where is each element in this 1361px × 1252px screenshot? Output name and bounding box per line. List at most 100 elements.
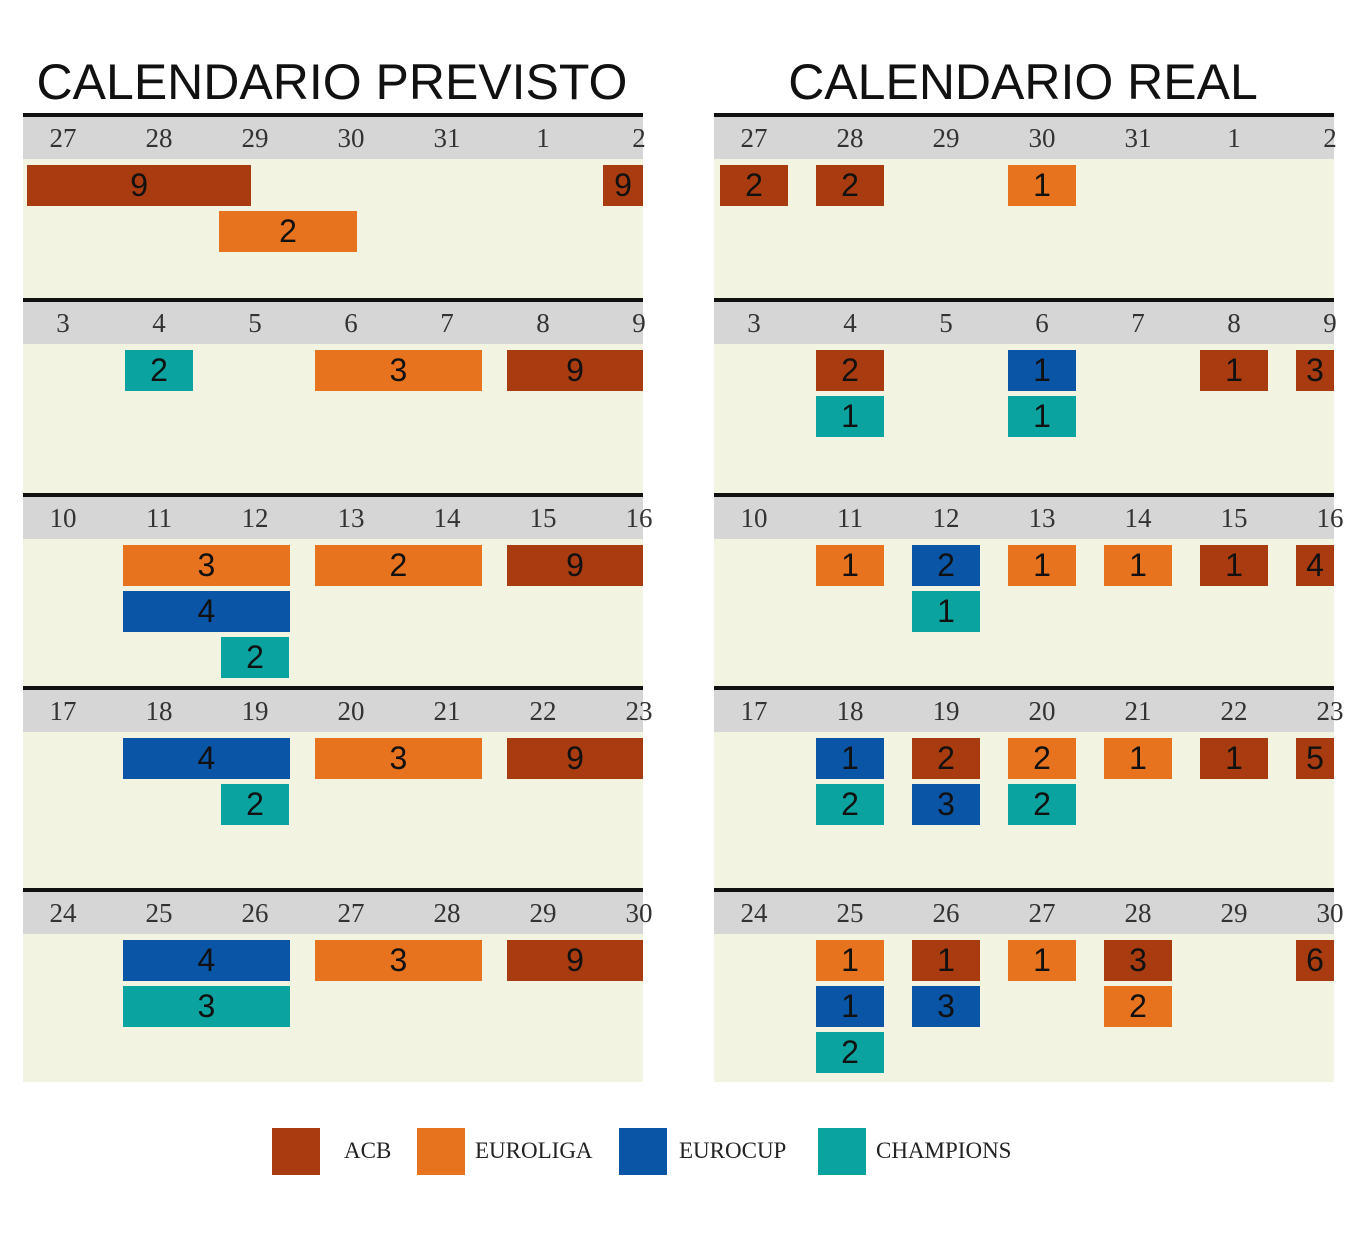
match-block-euroliga: 1 (1104, 738, 1172, 779)
match-block-euroliga: 3 (315, 350, 482, 391)
day-number: 13 (337, 503, 365, 533)
legend-label: ACB (344, 1138, 392, 1163)
day-number: 25 (145, 898, 173, 928)
legend-swatch (619, 1128, 667, 1175)
day-number: 15 (529, 503, 557, 533)
day-number: 30 (337, 123, 365, 153)
day-number: 12 (932, 503, 960, 533)
match-block-eurocup: 4 (123, 738, 290, 779)
match-block-acb: 3 (1104, 940, 1172, 981)
match-block-acb: 2 (816, 165, 884, 206)
match-block-champions: 2 (816, 1032, 884, 1073)
day-number: 14 (1124, 503, 1152, 533)
day-number: 11 (837, 503, 863, 533)
day-number: 25 (836, 898, 864, 928)
match-block-euroliga: 2 (1008, 738, 1076, 779)
legend-label: CHAMPIONS (876, 1138, 1012, 1163)
legend-swatch (818, 1128, 866, 1175)
day-number: 6 (344, 308, 358, 338)
day-strip (23, 892, 643, 934)
day-number: 2 (1323, 123, 1337, 153)
match-block-eurocup: 4 (123, 591, 290, 632)
match-block-acb: 1 (1200, 350, 1268, 391)
day-number: 8 (536, 308, 550, 338)
match-block-acb: 1 (1200, 738, 1268, 779)
week-divider (23, 113, 643, 117)
day-number: 17 (740, 696, 768, 726)
day-strip (23, 690, 643, 732)
match-block-eurocup: 1 (816, 738, 884, 779)
match-block-acb: 2 (816, 350, 884, 391)
match-block-champions: 1 (1008, 396, 1076, 437)
day-number: 4 (843, 308, 857, 338)
week-divider (23, 686, 643, 690)
day-number: 14 (433, 503, 461, 533)
day-number: 4 (152, 308, 166, 338)
day-number: 7 (440, 308, 454, 338)
week-divider (714, 298, 1334, 302)
match-block-euroliga: 3 (315, 738, 482, 779)
match-block-euroliga: 2 (315, 545, 482, 586)
day-number: 27 (740, 123, 768, 153)
match-block-acb: 9 (603, 165, 643, 206)
match-block-champions: 2 (125, 350, 193, 391)
match-block-acb: 2 (912, 738, 980, 779)
legend-label: EUROCUP (679, 1138, 787, 1163)
day-number: 24 (740, 898, 768, 928)
day-number: 23 (1316, 696, 1344, 726)
day-number: 19 (932, 696, 960, 726)
day-number: 3 (747, 308, 761, 338)
day-number: 29 (529, 898, 557, 928)
match-block-eurocup: 4 (123, 940, 290, 981)
day-number: 24 (49, 898, 77, 928)
match-block-acb: 4 (1296, 545, 1334, 586)
match-block-eurocup: 2 (912, 545, 980, 586)
day-number: 20 (1028, 696, 1056, 726)
day-number: 29 (241, 123, 269, 153)
day-number: 21 (433, 696, 461, 726)
match-block-eurocup: 3 (912, 784, 980, 825)
day-number: 11 (146, 503, 172, 533)
day-number: 19 (241, 696, 269, 726)
match-block-acb: 1 (912, 940, 980, 981)
match-block-euroliga: 3 (315, 940, 482, 981)
day-strip (714, 690, 1334, 732)
match-block-champions: 1 (912, 591, 980, 632)
day-number: 21 (1124, 696, 1152, 726)
match-block-champions: 2 (221, 637, 289, 678)
day-number: 30 (1028, 123, 1056, 153)
day-number: 31 (433, 123, 461, 153)
day-number: 18 (145, 696, 173, 726)
day-number: 23 (625, 696, 653, 726)
match-block-euroliga: 1 (1008, 545, 1076, 586)
match-block-euroliga: 1 (816, 545, 884, 586)
day-number: 28 (145, 123, 173, 153)
day-number: 7 (1131, 308, 1145, 338)
week-divider (714, 686, 1334, 690)
legend-swatch (417, 1128, 465, 1175)
day-number: 27 (49, 123, 77, 153)
day-number: 16 (1316, 503, 1344, 533)
match-block-eurocup: 1 (1008, 350, 1076, 391)
match-block-euroliga: 1 (1104, 545, 1172, 586)
day-number: 16 (625, 503, 653, 533)
match-block-euroliga: 1 (1008, 165, 1076, 206)
match-block-acb: 9 (507, 545, 643, 586)
day-strip (23, 117, 643, 159)
match-block-champions: 1 (816, 396, 884, 437)
day-number: 1 (536, 123, 550, 153)
day-number: 27 (337, 898, 365, 928)
day-number: 15 (1220, 503, 1248, 533)
day-number: 28 (433, 898, 461, 928)
day-number: 5 (248, 308, 262, 338)
day-number: 27 (1028, 898, 1056, 928)
day-number: 29 (1220, 898, 1248, 928)
match-block-champions: 2 (221, 784, 289, 825)
match-block-acb: 9 (507, 738, 643, 779)
match-block-champions: 3 (123, 986, 290, 1027)
day-number: 3 (56, 308, 70, 338)
day-number: 30 (625, 898, 653, 928)
day-number: 2 (632, 123, 646, 153)
match-block-eurocup: 3 (912, 986, 980, 1027)
